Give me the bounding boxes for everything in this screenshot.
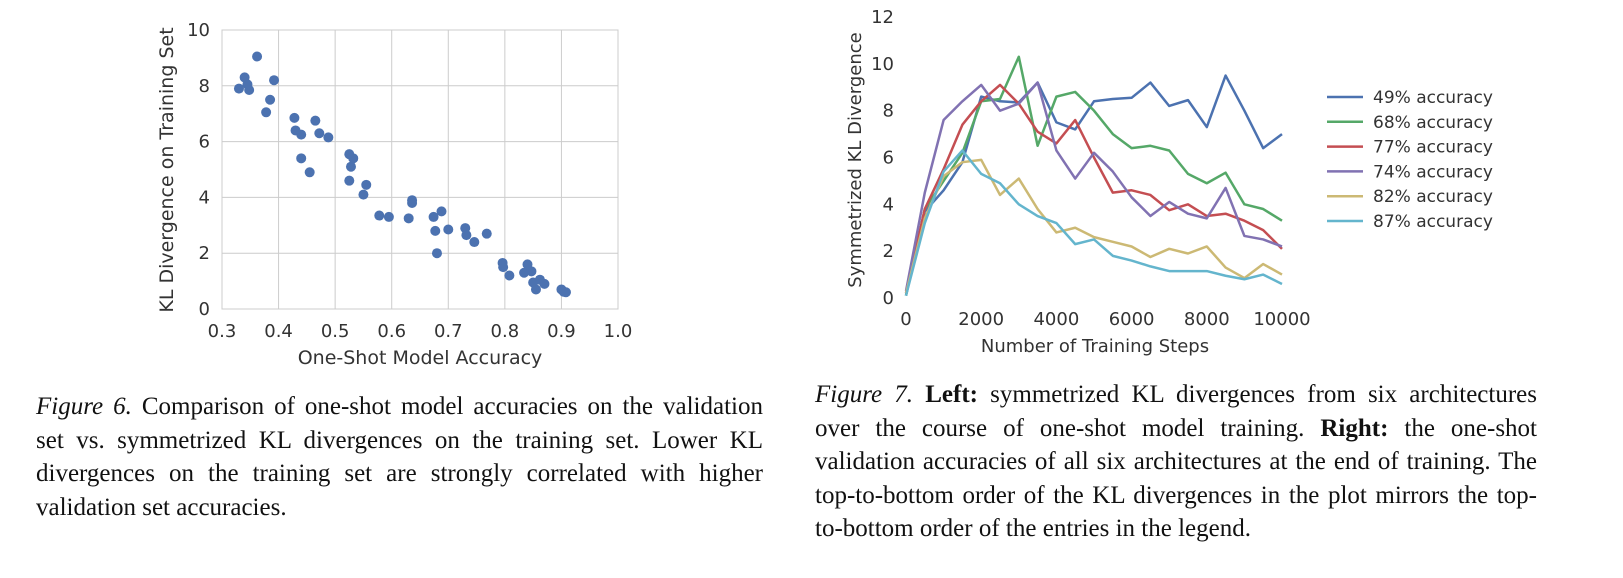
- scatter-x-axis-label: One-Shot Model Accuracy: [298, 347, 543, 369]
- scatter-point: [383, 211, 394, 222]
- scatter-y-tick-label: 6: [199, 132, 210, 153]
- scatter-point: [289, 112, 300, 123]
- scatter-point: [310, 115, 321, 126]
- scatter-plot-frame: [221, 29, 619, 310]
- scatter-point: [252, 51, 263, 62]
- line-x-tick-label: 10000: [1253, 309, 1310, 330]
- line-x-tick-label: 4000: [1033, 309, 1079, 330]
- scatter-point: [296, 129, 307, 140]
- scatter-point: [296, 153, 307, 164]
- scatter-y-tick-labels: 0 2 4 6 8 10: [187, 20, 210, 320]
- scatter-x-tick-label: 0.7: [434, 321, 463, 342]
- scatter-y-tick-label: 10: [187, 20, 210, 41]
- scatter-points: [233, 51, 571, 298]
- scatter-point: [374, 210, 385, 221]
- scatter-point: [244, 84, 255, 95]
- scatter-point: [323, 132, 334, 143]
- line-series: [904, 55, 1283, 296]
- scatter-x-tick-labels: 0.3 0.4 0.5 0.6 0.7 0.8 0.9 1.0: [208, 321, 633, 342]
- line-y-tick-label: 8: [883, 101, 894, 122]
- scatter-point: [539, 278, 550, 289]
- scatter-point: [265, 94, 276, 105]
- scatter-point: [314, 128, 325, 139]
- scatter-point: [443, 224, 454, 235]
- legend-entry: 49% accuracy: [1373, 88, 1493, 108]
- line-x-tick-label: 6000: [1109, 309, 1155, 330]
- scatter-y-axis-label: KL Divergence on Training Set: [156, 27, 178, 312]
- line-y-tick-label: 6: [883, 148, 894, 169]
- scatter-point: [344, 175, 355, 186]
- scatter-point: [504, 270, 515, 281]
- figure-7-right-text: the one-shot validation accuracies of al…: [815, 414, 1538, 543]
- figure-7-caption: Figure 7. Left: symmetrized KL divergenc…: [815, 378, 1537, 546]
- figure-7-right-label: Right:: [1320, 414, 1389, 442]
- line-x-tick-label: 0: [900, 309, 911, 330]
- scatter-point: [261, 107, 272, 118]
- line-series-4: [904, 81, 1283, 292]
- scatter-point: [481, 228, 492, 239]
- line-series-2: [904, 55, 1283, 296]
- scatter-point: [269, 75, 280, 86]
- scatter-point: [361, 179, 372, 190]
- scatter-point: [530, 284, 541, 295]
- line-legend: 49% accuracy 68% accuracy 77% accuracy 74% …: [1327, 88, 1493, 232]
- line-x-axis-label: Number of Training Steps: [981, 336, 1209, 357]
- scatter-point: [403, 213, 414, 224]
- scatter-x-tick-label: 0.8: [491, 321, 520, 342]
- figure-7-left-text: symmetrized KL divergences from six arch…: [815, 381, 1537, 442]
- legend-entry: 68% accuracy: [1373, 113, 1493, 133]
- line-x-tick-label: 8000: [1184, 309, 1230, 330]
- scatter-x-tick-label: 1.0: [604, 321, 633, 342]
- scatter-gridlines: [221, 29, 619, 310]
- scatter-y-tick-label: 2: [199, 243, 210, 264]
- scatter-point: [345, 161, 356, 172]
- scatter-x-tick-label: 0.6: [377, 321, 406, 342]
- figure-7-line-chart: 0 2000 4000 6000 8000 10000 0 2 4 6 8 10 12 Number …: [845, 7, 1493, 357]
- scatter-point: [498, 262, 509, 273]
- scatter-point: [436, 206, 447, 217]
- line-y-axis-label: Symmetrized KL Divergence: [845, 32, 866, 287]
- scatter-point: [304, 167, 315, 178]
- line-series-5: [904, 158, 1283, 294]
- line-x-tick-label: 2000: [958, 309, 1004, 330]
- figure-7-left-label: Left:: [925, 381, 978, 408]
- line-series-3: [904, 83, 1283, 294]
- scatter-x-tick-label: 0.3: [208, 321, 237, 342]
- line-y-tick-labels: 0 2 4 6 8 10 12: [871, 7, 894, 309]
- scatter-y-tick-label: 0: [199, 299, 210, 320]
- legend-entry: 74% accuracy: [1373, 162, 1493, 182]
- scatter-x-tick-label: 0.4: [264, 321, 293, 342]
- figure-6-scatter-chart: 0.3 0.4 0.5 0.6 0.7 0.8 0.9 1.0 0 2 4 6 8 10 One-Sho…: [156, 20, 633, 369]
- scatter-x-tick-label: 0.9: [547, 321, 576, 342]
- legend-entry: 77% accuracy: [1373, 138, 1493, 158]
- scatter-point: [431, 248, 442, 259]
- figure-7-label: Figure 7.: [815, 381, 914, 408]
- line-series-6: [904, 149, 1283, 296]
- scatter-point: [358, 189, 369, 200]
- scatter-point: [407, 197, 418, 208]
- scatter-point: [469, 237, 480, 248]
- figure-6-label: Figure 6.: [36, 393, 132, 420]
- line-y-tick-label: 2: [883, 241, 894, 262]
- line-y-tick-label: 0: [883, 288, 894, 309]
- scatter-point: [233, 83, 244, 94]
- scatter-point: [348, 153, 359, 164]
- figure-6-caption: Figure 6. Comparison of one-shot model a…: [36, 390, 763, 524]
- scatter-point: [526, 266, 537, 277]
- line-series-1: [904, 74, 1283, 296]
- scatter-point: [461, 230, 472, 241]
- figure-6-caption-text: Comparison of one-shot model accuracies …: [36, 393, 763, 521]
- scatter-point: [428, 211, 439, 222]
- scatter-y-tick-label: 8: [199, 76, 210, 97]
- line-y-tick-label: 12: [871, 7, 894, 28]
- legend-entry: 87% accuracy: [1373, 212, 1493, 232]
- scatter-point: [560, 287, 571, 298]
- scatter-x-tick-label: 0.5: [321, 321, 350, 342]
- scatter-y-tick-label: 4: [199, 187, 210, 208]
- scatter-point: [430, 225, 441, 236]
- line-y-tick-label: 4: [883, 194, 894, 215]
- legend-entry: 82% accuracy: [1373, 187, 1493, 207]
- line-y-tick-label: 10: [871, 54, 894, 75]
- line-x-tick-labels: 0 2000 4000 6000 8000 10000: [900, 309, 1310, 330]
